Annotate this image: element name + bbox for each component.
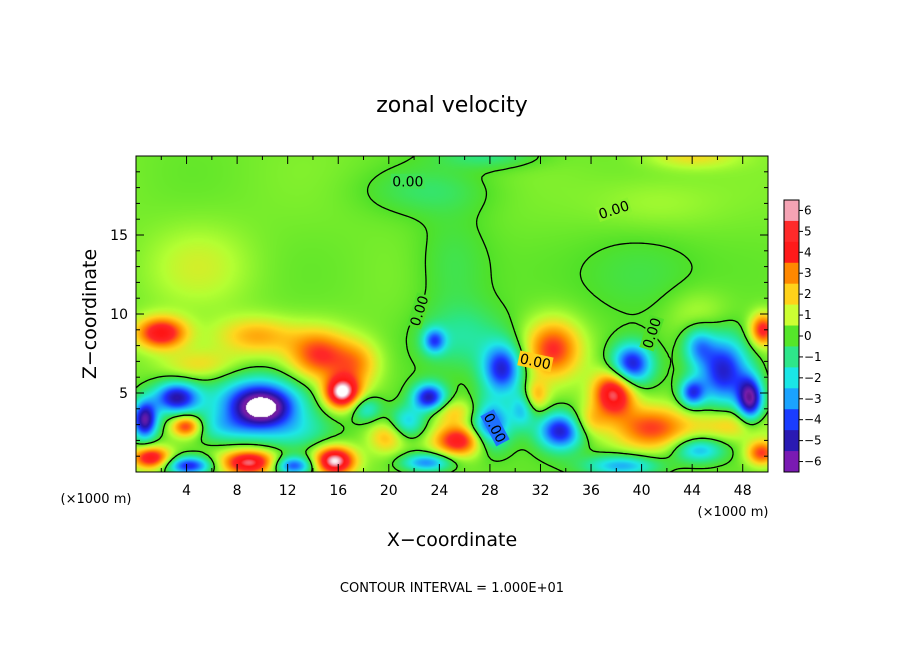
colorbar-swatch <box>784 200 799 222</box>
x-tick-label: 24 <box>430 483 448 499</box>
contour-label-bg <box>517 350 554 373</box>
x-unit-right: (×1000 m) <box>698 505 769 520</box>
colorbar-tick-label: 3 <box>804 266 812 280</box>
x-unit-left: (×1000 m) <box>61 492 132 507</box>
contour-label-text: 0.00 <box>392 174 423 190</box>
contour-label-0: 0.00 <box>390 173 425 190</box>
colorbar-tick-label: −2 <box>804 371 822 385</box>
colorbar-tick-label: −5 <box>804 434 822 448</box>
contour-label-2: 0.00 <box>406 292 432 330</box>
y-tick-label: 15 <box>110 228 128 244</box>
contour-label-bg <box>639 314 665 352</box>
colorbar-tick-label: 5 <box>804 224 812 238</box>
colorbar-tick-label: −1 <box>804 350 822 364</box>
colorbar-swatch <box>784 430 799 452</box>
zero-contour-line <box>136 156 768 472</box>
y-axis: 5 10 15 <box>110 171 768 457</box>
x-tick-label: 20 <box>380 483 398 499</box>
y-axis-label: Z−coordinate <box>79 249 101 379</box>
colorbar-swatch <box>784 262 799 285</box>
colorbar-swatch <box>784 241 799 264</box>
contour-label-bg <box>480 409 510 447</box>
colorbar-tick-label: −4 <box>804 413 822 427</box>
contour-label-bg <box>406 292 432 330</box>
colorbar-swatch <box>784 283 799 306</box>
y-tick-label: 10 <box>110 307 128 323</box>
contour-label-bg <box>390 173 425 189</box>
colorbar-swatch <box>784 325 799 347</box>
colorbar-swatch <box>784 220 799 243</box>
x-tick-label: 32 <box>532 483 550 499</box>
x-tick-label: 28 <box>481 483 499 499</box>
colorbar-swatch <box>784 451 799 473</box>
chart-title: zonal velocity <box>376 93 528 118</box>
velocity-field <box>136 156 768 472</box>
colorbar-swatch <box>784 367 799 389</box>
colorbar-tick-label: 6 <box>804 203 812 217</box>
x-tick-label: 12 <box>279 483 297 499</box>
zero-contours: 0.000.000.000.000.000.00 <box>136 156 768 472</box>
contour-label-text: 0.00 <box>518 351 552 373</box>
x-tick-label: 40 <box>633 483 651 499</box>
colorbar-tick-label: 0 <box>804 329 812 343</box>
x-tick-label: 36 <box>582 483 600 499</box>
x-axis: 4 8 12 16 20 24 28 32 36 40 44 48 <box>160 156 752 499</box>
y-tick-label: 5 <box>119 386 128 402</box>
colorbar-swatch <box>784 304 799 327</box>
colorbar-swatch <box>784 409 799 431</box>
colorbar-swatch <box>784 346 799 368</box>
colorbar-swatch <box>784 388 799 410</box>
x-tick-label: 16 <box>329 483 347 499</box>
colorbar: 6 5 4 3 2 1 0 −1 −2 −3 −4 −5 −6 <box>783 199 822 473</box>
colorbar-tick-label: 1 <box>804 308 812 322</box>
colorbar-tick-label: 4 <box>804 245 812 259</box>
contour-label-3: 0.00 <box>517 350 554 373</box>
contour-label-bg <box>595 197 633 223</box>
colorbar-tick-label: 2 <box>804 287 812 301</box>
x-axis-label: X−coordinate <box>387 529 517 551</box>
x-tick-label: 44 <box>683 483 701 499</box>
contour-interval-note: CONTOUR INTERVAL = 1.000E+01 <box>340 581 564 596</box>
x-tick-label: 48 <box>734 483 752 499</box>
x-tick-label: 8 <box>233 483 242 499</box>
x-tick-label: 4 <box>182 483 191 499</box>
colorbar-tick-label: −3 <box>804 392 822 406</box>
colorbar-tick-label: −6 <box>804 455 822 469</box>
